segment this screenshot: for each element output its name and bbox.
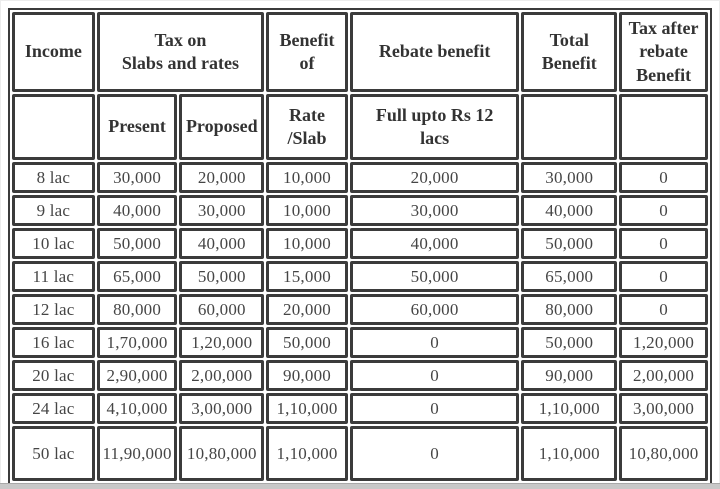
cell-total: 30,000 [521,162,618,193]
subheader-after-empty [619,94,708,160]
cell-total: 50,000 [521,228,618,259]
cell-rebate: 40,000 [349,228,520,259]
subheader-rebate-condition: Full upto Rs 12 lacs [349,94,520,160]
subheader-proposed: Proposed [179,94,265,160]
subheader-present: Present [96,94,178,160]
subheader-rate-slab: Rate /Slab [266,94,348,160]
cell-total: 1,10,000 [521,426,618,481]
bottom-edge-strip [0,483,720,489]
subheader-income-empty [12,94,95,160]
cell-present: 50,000 [96,228,178,259]
table-row: 20 lac 2,90,000 2,00,000 90,000 0 90,000… [12,360,708,391]
cell-total: 40,000 [521,195,618,226]
cell-rebate: 0 [349,426,520,481]
cell-after: 0 [619,261,708,292]
cell-after: 3,00,000 [619,393,708,424]
cell-income: 12 lac [12,294,95,325]
cell-income: 20 lac [12,360,95,391]
cell-rate-slab: 10,000 [266,195,348,226]
cell-after: 0 [619,195,708,226]
cell-rate-slab: 10,000 [266,228,348,259]
table-row: 24 lac 4,10,000 3,00,000 1,10,000 0 1,10… [12,393,708,424]
cell-proposed: 2,00,000 [179,360,265,391]
header-benefit-of: Benefit of [266,12,348,92]
cell-rate-slab: 90,000 [266,360,348,391]
cell-after: 0 [619,228,708,259]
cell-present: 4,10,000 [96,393,178,424]
cell-present: 30,000 [96,162,178,193]
cell-present: 2,90,000 [96,360,178,391]
cell-present: 11,90,000 [96,426,178,481]
cell-rate-slab: 10,000 [266,162,348,193]
cell-present: 40,000 [96,195,178,226]
cell-proposed: 3,00,000 [179,393,265,424]
table-row: 12 lac 80,000 60,000 20,000 60,000 80,00… [12,294,708,325]
cell-income: 50 lac [12,426,95,481]
cell-proposed: 60,000 [179,294,265,325]
table-row: 50 lac 11,90,000 10,80,000 1,10,000 0 1,… [12,426,708,481]
cell-proposed: 50,000 [179,261,265,292]
cell-income: 10 lac [12,228,95,259]
header-income: Income [12,12,95,92]
cell-rebate: 50,000 [349,261,520,292]
cell-rate-slab: 20,000 [266,294,348,325]
cell-income: 24 lac [12,393,95,424]
table-row: 10 lac 50,000 40,000 10,000 40,000 50,00… [12,228,708,259]
cell-rebate: 0 [349,360,520,391]
cell-rebate: 0 [349,393,520,424]
cell-proposed: 40,000 [179,228,265,259]
cell-income: 11 lac [12,261,95,292]
header-row-1: Income Tax on Slabs and rates Benefit of… [12,12,708,92]
cell-income: 9 lac [12,195,95,226]
cell-proposed: 10,80,000 [179,426,265,481]
cell-total: 65,000 [521,261,618,292]
cell-after: 1,20,000 [619,327,708,358]
header-tax-after-rebate: Tax after rebate Benefit [619,12,708,92]
cell-total: 90,000 [521,360,618,391]
table-row: 8 lac 30,000 20,000 10,000 20,000 30,000… [12,162,708,193]
table-row: 16 lac 1,70,000 1,20,000 50,000 0 50,000… [12,327,708,358]
cell-present: 80,000 [96,294,178,325]
cell-rate-slab: 1,10,000 [266,426,348,481]
cell-present: 1,70,000 [96,327,178,358]
cell-rate-slab: 1,10,000 [266,393,348,424]
cell-rebate: 30,000 [349,195,520,226]
header-rebate-benefit: Rebate benefit [349,12,520,92]
cell-after: 0 [619,294,708,325]
cell-rebate: 0 [349,327,520,358]
cell-after: 10,80,000 [619,426,708,481]
table-row: 11 lac 65,000 50,000 15,000 50,000 65,00… [12,261,708,292]
cell-total: 1,10,000 [521,393,618,424]
header-row-2: Present Proposed Rate /Slab Full upto Rs… [12,94,708,160]
cell-total: 50,000 [521,327,618,358]
header-total-benefit: Total Benefit [521,12,618,92]
cell-rebate: 60,000 [349,294,520,325]
cell-proposed: 30,000 [179,195,265,226]
cell-rate-slab: 50,000 [266,327,348,358]
cell-rebate: 20,000 [349,162,520,193]
cell-income: 16 lac [12,327,95,358]
cell-total: 80,000 [521,294,618,325]
subheader-total-empty [521,94,618,160]
table-row: 9 lac 40,000 30,000 10,000 30,000 40,000… [12,195,708,226]
cell-after: 0 [619,162,708,193]
cell-income: 8 lac [12,162,95,193]
tax-benefit-table: Income Tax on Slabs and rates Benefit of… [8,8,712,485]
cell-proposed: 1,20,000 [179,327,265,358]
header-tax-on-slabs: Tax on Slabs and rates [96,12,265,92]
cell-rate-slab: 15,000 [266,261,348,292]
cell-after: 2,00,000 [619,360,708,391]
cell-present: 65,000 [96,261,178,292]
cell-proposed: 20,000 [179,162,265,193]
